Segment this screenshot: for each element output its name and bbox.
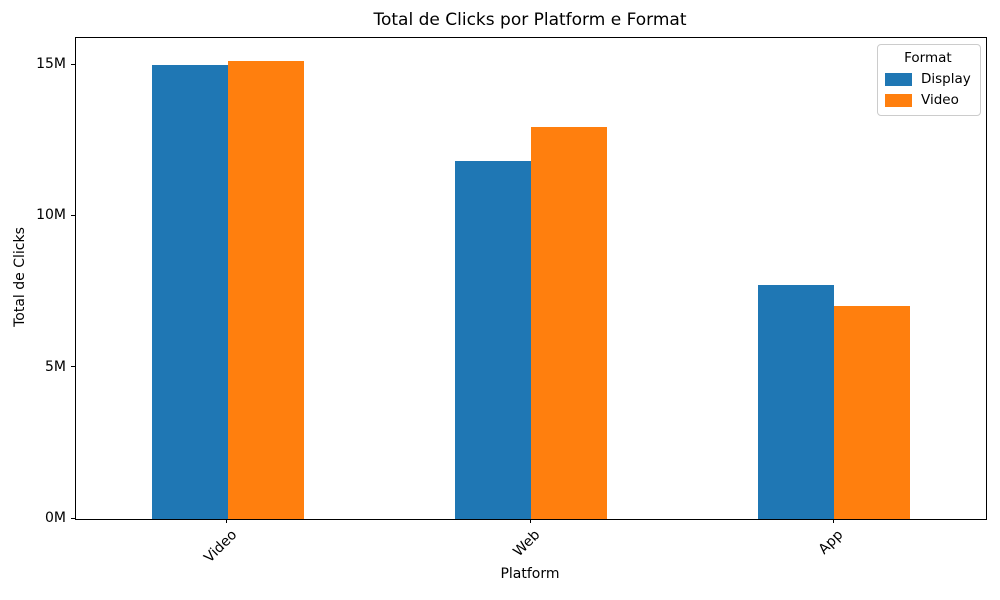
legend-swatch-display-icon (885, 72, 912, 86)
chart-title: Total de Clicks por Platform e Format (373, 10, 687, 30)
legend: Format Display Video (877, 44, 981, 116)
legend-item-video: Video (885, 92, 971, 108)
legend-label-display: Display (921, 71, 971, 87)
y-tick-mark (71, 366, 75, 368)
x-tick-mark (529, 519, 531, 523)
y-tick-label: 10M (36, 207, 66, 224)
y-tick-mark (71, 214, 75, 216)
y-tick-label: 15M (36, 56, 66, 73)
legend-label-video: Video (921, 92, 959, 108)
x-tick-label-web: Web (510, 527, 544, 560)
bar-display-web (455, 160, 531, 519)
x-tick-mark (832, 519, 834, 523)
x-tick-mark (226, 519, 228, 523)
legend-title: Format (904, 50, 952, 66)
x-tick-label-app: App (815, 527, 847, 558)
y-tick-label: 5M (45, 358, 66, 375)
y-tick-mark (71, 517, 75, 519)
bar-video-app (834, 305, 911, 519)
x-tick-label-video: Video (200, 527, 240, 567)
bar-video-video (227, 60, 304, 519)
legend-swatch-video-icon (885, 93, 912, 107)
bar-display-app (758, 284, 835, 519)
x-axis-label: Platform (500, 566, 560, 582)
y-tick-mark (71, 63, 75, 65)
y-tick-label: 0M (45, 510, 66, 526)
y-axis-label: Total de Clicks (12, 227, 28, 327)
plot-area (75, 37, 987, 520)
legend-item-display: Display (885, 71, 971, 87)
bar-video-web (531, 127, 607, 519)
bar-display-video (151, 65, 228, 519)
